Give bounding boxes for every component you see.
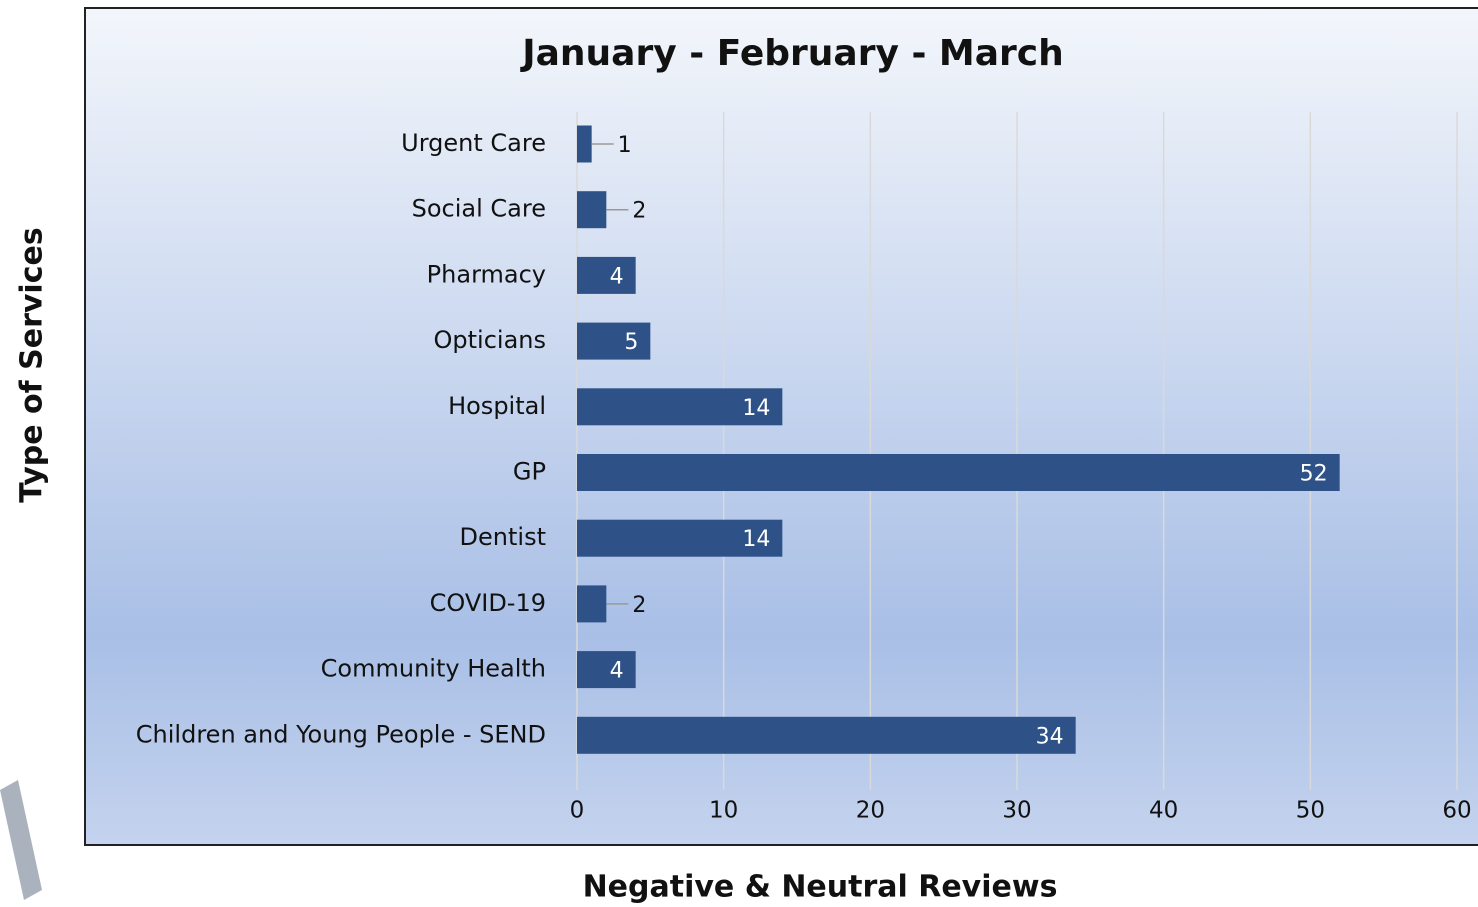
decoration [0,780,42,900]
bar [577,585,607,623]
y-tick-label: Community Health [321,655,546,683]
marks [577,125,1340,754]
data-label: 5 [624,330,638,355]
y-tick-label: COVID-19 [430,589,546,617]
chart-area [84,7,1478,846]
x-tick-label: 0 [570,798,585,824]
y-tick-label: Pharmacy [427,260,546,288]
y-tick-label: Opticians [434,326,547,354]
data-label: 4 [610,264,624,289]
chart-title: January - February - March [519,33,1064,74]
bar [577,256,636,294]
data-label: 2 [632,593,646,618]
y-tick-label: Urgent Care [401,129,546,157]
bar [577,191,607,229]
bar [577,651,636,689]
data-label: 34 [1036,724,1064,749]
x-tick-label: 40 [1149,798,1178,824]
bar [577,519,783,557]
bar [577,388,783,426]
x-tick-label: 60 [1442,798,1471,824]
bar [577,125,592,163]
x-tick-label: 30 [1002,798,1031,824]
y-tick-label: Hospital [448,392,546,420]
data-label: 14 [742,527,770,552]
data-label: 1 [618,133,632,158]
x-tick-label: 50 [1296,798,1325,824]
y-axis-title: Type of Services [15,227,50,502]
x-axis-title: Negative & Neutral Reviews [583,870,1058,905]
y-tick-label: Social Care [412,195,546,223]
data-label: 4 [610,659,624,684]
bar [577,322,651,360]
y-tick-label: Dentist [460,523,546,551]
data-label: 14 [742,396,770,421]
data-label: 2 [632,199,646,224]
bar [577,716,1076,754]
y-tick-label: GP [513,458,546,486]
bar [577,454,1340,491]
data-label: 52 [1300,462,1328,487]
x-tick-label: 20 [856,798,885,824]
x-tick-label: 10 [709,798,738,824]
y-tick-label: Children and Young People - SEND [136,720,546,748]
